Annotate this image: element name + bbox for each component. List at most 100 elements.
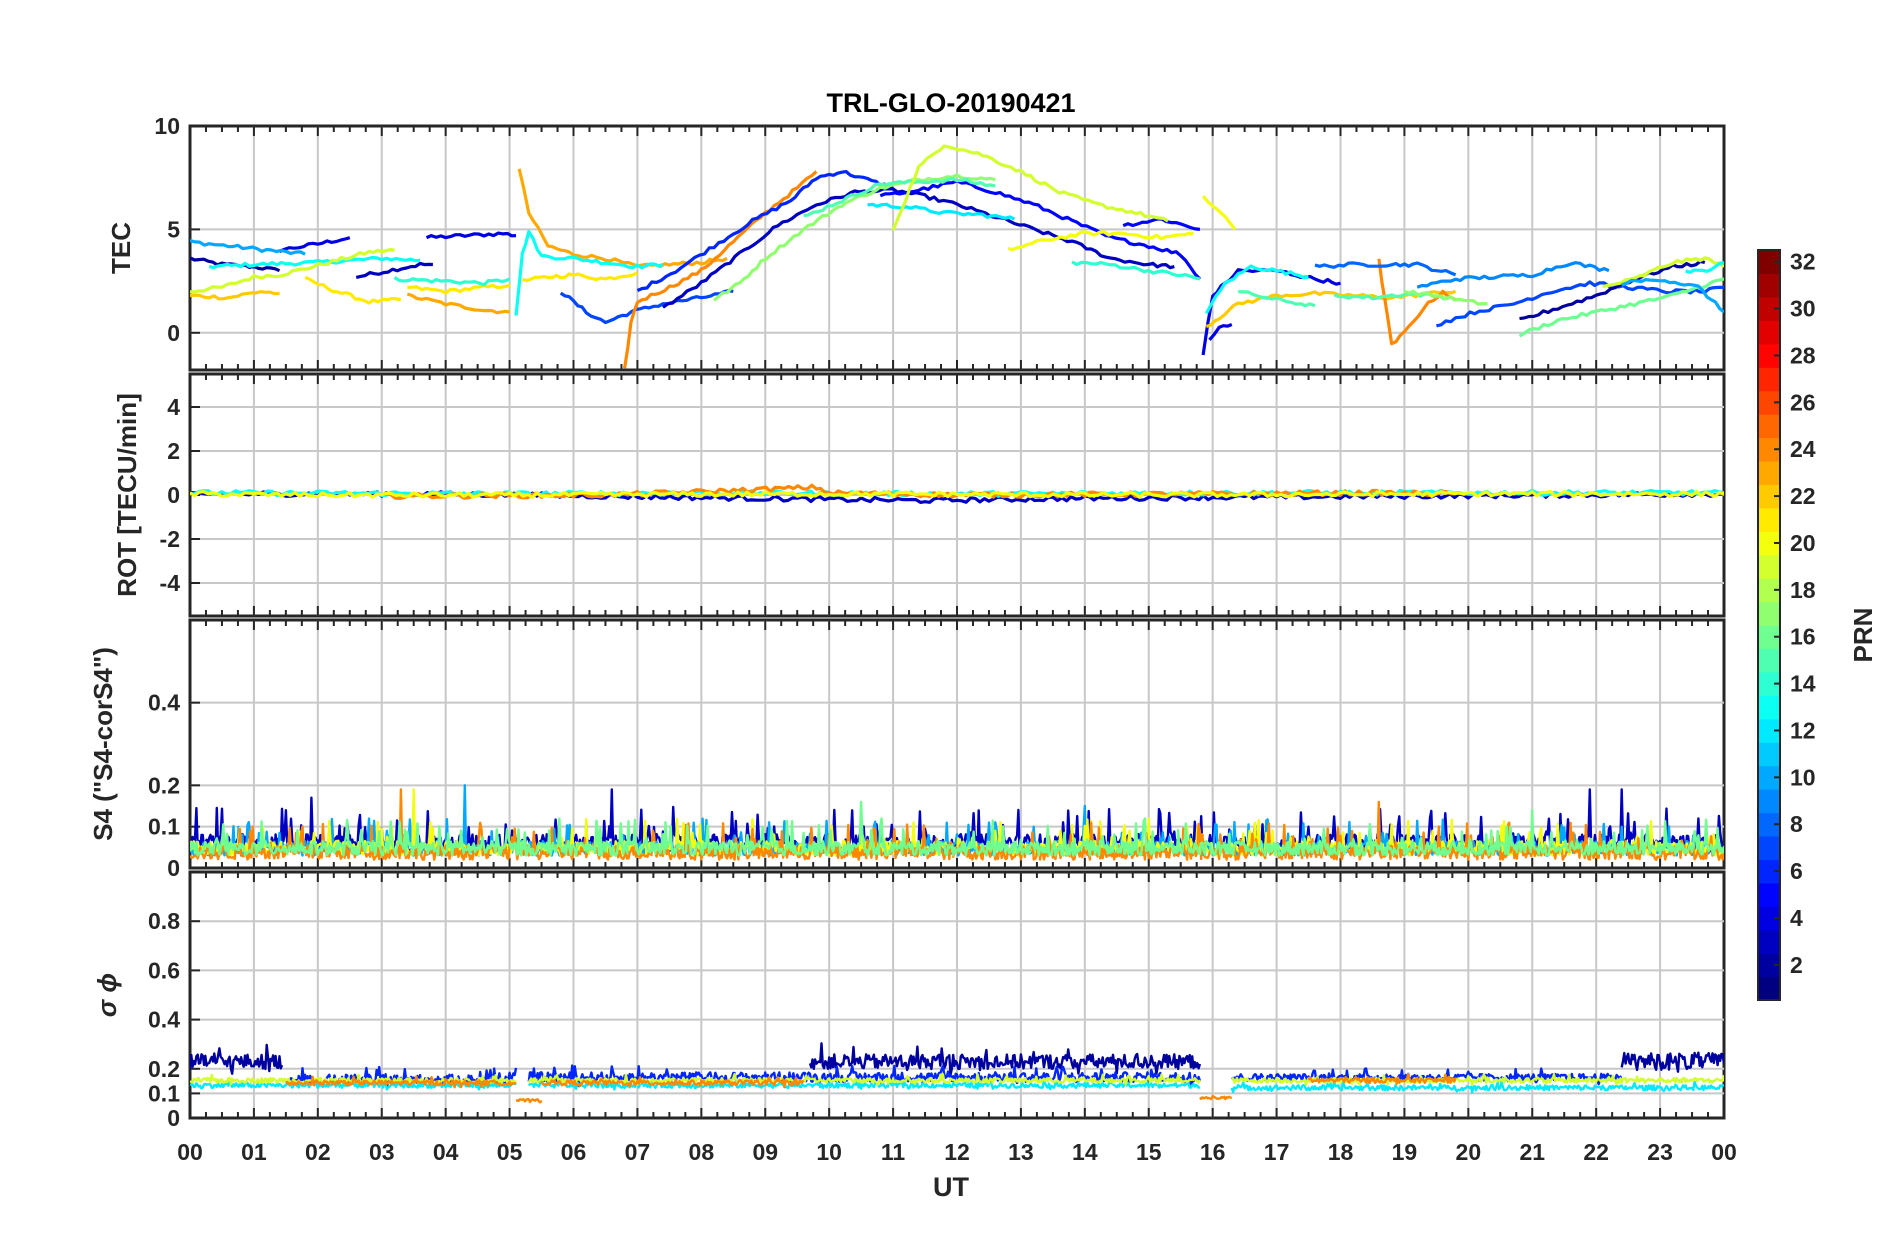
panel-sigma_phi-ytick-label: 0.1 [148, 1080, 180, 1106]
series-tec-prn-15 [1238, 290, 1316, 308]
colorbar-swatch [1758, 859, 1780, 884]
colorbar-swatch [1758, 742, 1780, 767]
panel-tec-ytick-label: 0 [167, 320, 180, 346]
series-tec-prn-8 [1314, 261, 1457, 277]
x-tick-label: 15 [1136, 1139, 1162, 1165]
series-tec-prn-4 [1208, 323, 1233, 341]
series-tec-prn-2 [1519, 259, 1706, 321]
panel-sigma_phi: 00.10.2 0.4 0.6 0.8 σ ϕ [92, 870, 1726, 1131]
panel-sigma-ylabel: σ ϕ [92, 973, 122, 1017]
colorbar-swatch [1758, 296, 1780, 321]
colorbar-swatch [1758, 695, 1780, 720]
series-tec-prn-24 [1377, 258, 1457, 346]
colorbar-tick-label: 28 [1790, 342, 1816, 368]
series-rot-prn-20 [190, 489, 1724, 499]
colorbar-swatch [1758, 320, 1780, 345]
panel-s4-series [190, 784, 1724, 861]
series-tec-prn-6 [636, 170, 894, 292]
colorbar-swatch [1758, 601, 1780, 626]
series-tec-prn-20 [1201, 195, 1237, 231]
panel-sigma_phi-ytick-label: 0.6 [148, 957, 180, 983]
colorbar-swatch [1758, 625, 1780, 650]
series-tec-prn-23 [517, 168, 728, 269]
x-tick-label: 02 [305, 1139, 331, 1165]
series-tec-prn-5 [879, 179, 1202, 281]
colorbar-swatch [1758, 531, 1780, 556]
x-tick-label: 01 [241, 1139, 267, 1165]
x-tick-label: 21 [1519, 1139, 1545, 1165]
panel-sigma_phi-series [190, 1042, 1724, 1104]
colorbar-swatch [1758, 437, 1780, 462]
series-tec-prn-7 [1436, 280, 1724, 328]
series-tec-prn-22 [1205, 289, 1457, 329]
x-axis-ticks: 00 01 02 03 04 05 06 07 08 09 10 11 12 13 14 15 16 17 18 19… [177, 1139, 1737, 1165]
panel-s4-ytick-label: 0.4 [148, 690, 180, 716]
colorbar-swatch [1758, 789, 1780, 814]
colorbar-tick-label: 24 [1790, 436, 1816, 462]
colorbar-swatch [1758, 343, 1780, 368]
series-s4-prn-16 [190, 800, 1724, 857]
colorbar-swatch [1758, 250, 1780, 275]
colorbar-tick-label: 26 [1790, 389, 1816, 415]
series-tec-prn-19 [190, 248, 395, 294]
x-tick-label: 00 [177, 1139, 203, 1165]
x-tick-label: 23 [1647, 1139, 1673, 1165]
x-tick-label: 16 [1200, 1139, 1226, 1165]
colorbar-tick-label: 18 [1790, 577, 1816, 603]
series-sigma_phi-prn-2 [808, 1042, 1202, 1076]
colorbar-swatch [1758, 273, 1780, 298]
colorbar-tick-label: 4 [1790, 905, 1803, 931]
series-tec-prn-10 [190, 238, 306, 256]
series-tec-prn-16 [1518, 277, 1724, 338]
colorbar-tick-label: 6 [1790, 858, 1803, 884]
series-tec-prn-15 [803, 176, 996, 218]
colorbar-tick-label: 30 [1790, 296, 1816, 322]
series-tec-prn-17 [713, 173, 996, 302]
series-sigma_phi-prn-24 [540, 1076, 805, 1089]
series-sigma_phi-prn-24 [1307, 1072, 1457, 1086]
panel-sigma_phi-ytick-label: 0.4 [148, 1007, 180, 1033]
series-sigma_phi-prn-2 [190, 1043, 284, 1075]
series-sigma_phi-prn-24 [1199, 1094, 1232, 1101]
colorbar-tick-label: 20 [1790, 530, 1816, 556]
panel-s4-ytick-label: 0 [167, 855, 180, 881]
series-sigma_phi-prn-12 [527, 1077, 1201, 1091]
colorbar-tick-label: 8 [1790, 811, 1803, 837]
series-tec-prn-10 [1621, 278, 1724, 314]
panel-s4: 0 0.1 0.2 0.4 S4 ("S4-corS4") [88, 618, 1726, 881]
colorbar-swatch [1758, 367, 1780, 392]
x-tick-label: 13 [1008, 1139, 1034, 1165]
series-tec-prn-24 [623, 170, 818, 369]
series-tec-prn-19 [1602, 256, 1724, 289]
series-tec-prn-20 [1007, 230, 1194, 251]
x-tick-label: 05 [497, 1139, 523, 1165]
series-tec-prn-21 [304, 275, 402, 305]
colorbar-label: PRN [1848, 608, 1878, 663]
x-tick-label: 09 [752, 1139, 778, 1165]
colorbar-tick-label: 12 [1790, 717, 1816, 743]
series-tec-prn-21 [521, 271, 639, 283]
colorbar-swatch [1758, 835, 1780, 860]
x-tick-label: 22 [1583, 1139, 1609, 1165]
colorbar-swatch [1758, 671, 1780, 696]
panel-tec-ytick-label: 10 [154, 113, 180, 139]
colorbar-tick-label: 14 [1790, 671, 1816, 697]
panel-rot-ylabel: ROT [TECU/min] [112, 393, 142, 597]
series-tec-prn-19 [891, 144, 1169, 231]
colorbar-swatch [1758, 718, 1780, 743]
panel-rot-ytick-label: 4 [167, 394, 180, 420]
colorbar-swatch [1758, 554, 1780, 579]
panel-tec-ytick-label: 5 [167, 216, 180, 242]
panel-sigma_phi-ytick-label: 0 [167, 1105, 180, 1131]
x-tick-label: 10 [816, 1139, 842, 1165]
x-tick-label: 12 [944, 1139, 970, 1165]
panel-sigma_phi-ytick-label: 0.8 [148, 908, 180, 934]
x-tick-label: 00 [1711, 1139, 1737, 1165]
chart-title: TRL-GLO-20190421 [826, 88, 1075, 118]
colorbar-swatch [1758, 765, 1780, 790]
x-tick-label: 18 [1328, 1139, 1354, 1165]
x-tick-label: 07 [625, 1139, 651, 1165]
colorbar-frame [1757, 249, 1781, 1001]
